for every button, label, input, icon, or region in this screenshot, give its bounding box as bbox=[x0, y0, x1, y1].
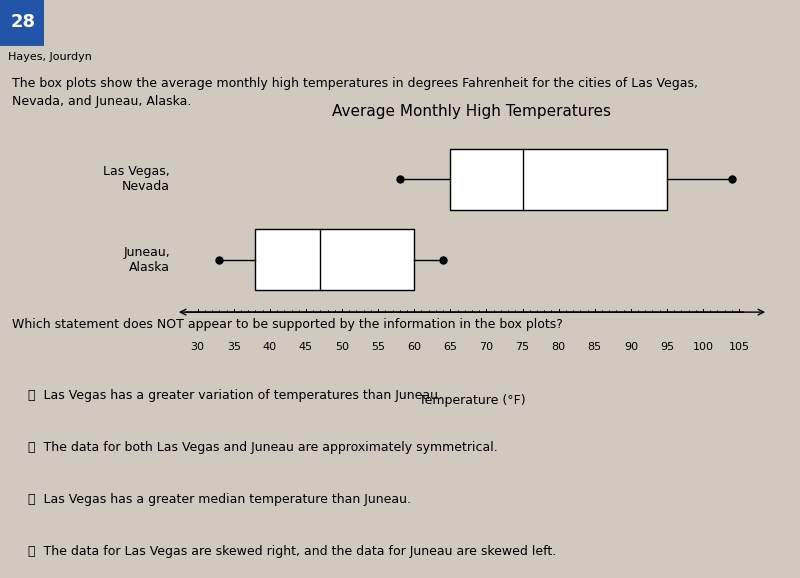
Text: Juneau,
Alaska: Juneau, Alaska bbox=[123, 246, 170, 274]
Text: Las Vegas,
Nevada: Las Vegas, Nevada bbox=[103, 165, 170, 194]
X-axis label: Temperature (°F): Temperature (°F) bbox=[418, 394, 526, 407]
Text: Which statement does NOT appear to be supported by the information in the box pl: Which statement does NOT appear to be su… bbox=[12, 318, 563, 331]
Title: Average Monthly High Temperatures: Average Monthly High Temperatures bbox=[333, 104, 611, 119]
Text: Ⓐ  Las Vegas has a greater variation of temperatures than Juneau.: Ⓐ Las Vegas has a greater variation of t… bbox=[27, 389, 442, 402]
Text: Ⓑ  The data for both Las Vegas and Juneau are approximately symmetrical.: Ⓑ The data for both Las Vegas and Juneau… bbox=[27, 441, 498, 454]
Bar bbox=[255, 229, 414, 290]
Text: The box plots show the average monthly high temperatures in degrees Fahrenheit f: The box plots show the average monthly h… bbox=[12, 77, 698, 108]
Text: Hayes, Jourdyn: Hayes, Jourdyn bbox=[8, 51, 92, 62]
Text: Ⓒ  Las Vegas has a greater median temperature than Juneau.: Ⓒ Las Vegas has a greater median tempera… bbox=[27, 493, 410, 506]
Text: Ⓓ  The data for Las Vegas are skewed right, and the data for Juneau are skewed l: Ⓓ The data for Las Vegas are skewed righ… bbox=[27, 545, 556, 558]
FancyBboxPatch shape bbox=[0, 0, 44, 46]
Bar bbox=[450, 149, 667, 210]
Text: 28: 28 bbox=[10, 13, 35, 31]
